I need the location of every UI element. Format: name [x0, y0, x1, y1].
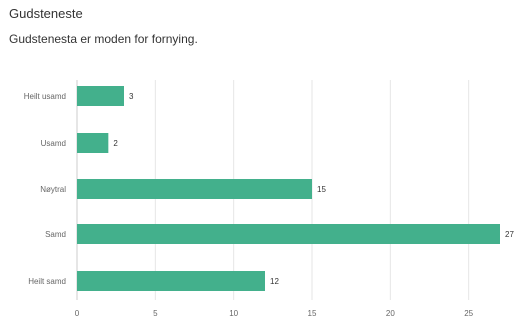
bar	[77, 179, 312, 199]
x-tick-label: 10	[229, 309, 238, 318]
data-label: 15	[317, 185, 326, 194]
data-label: 12	[270, 277, 279, 286]
category-label: Samd	[45, 230, 66, 239]
bar	[77, 86, 124, 106]
data-label: 27	[505, 230, 514, 239]
x-tick-label: 20	[386, 309, 395, 318]
category-label: Usamd	[41, 139, 66, 148]
x-tick-label: 25	[464, 309, 473, 318]
category-label: Heilt usamd	[24, 92, 66, 101]
bar	[77, 133, 109, 153]
bar	[77, 271, 265, 291]
x-tick-label: 5	[153, 309, 158, 318]
x-tick-label: 0	[75, 309, 80, 318]
chart-subtitle: Gudstenesta er moden for fornying.	[9, 32, 198, 46]
category-label: Heilt samd	[28, 277, 66, 286]
x-tick-label: 15	[308, 309, 317, 318]
chart-title: Gudsteneste	[9, 6, 83, 21]
category-label: Nøytral	[40, 185, 66, 194]
data-label: 3	[129, 92, 134, 101]
bar	[77, 224, 500, 244]
data-label: 2	[113, 139, 118, 148]
